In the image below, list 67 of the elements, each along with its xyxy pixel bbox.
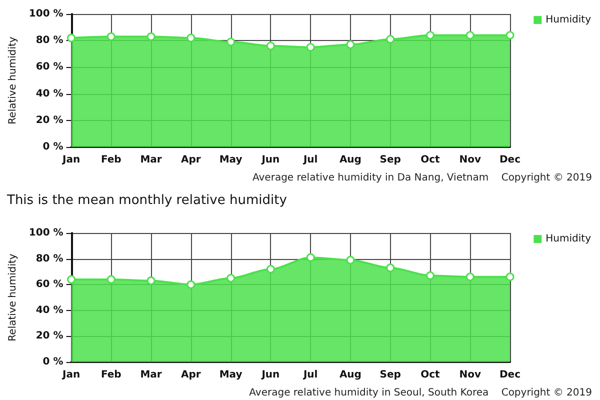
y-tick-label: 60 % (36, 279, 64, 290)
x-tick-label: Feb (100, 154, 122, 166)
x-tick-label: Sep (380, 370, 401, 380)
point (506, 31, 514, 40)
x-tick-label: Aug (339, 370, 362, 380)
x-tick-label: Nov (459, 370, 482, 380)
point (146, 32, 156, 41)
point (346, 256, 355, 264)
y-tick-label: 0 % (42, 356, 64, 368)
point (106, 275, 116, 284)
y-tick-label: 80 % (36, 253, 64, 264)
point (266, 264, 275, 274)
point (346, 40, 355, 49)
x-tick-label: Mar (140, 154, 162, 166)
y-axis-title: Relative humidity (8, 36, 18, 124)
x-tick-label: May (219, 370, 243, 380)
point (466, 272, 474, 282)
point (426, 31, 434, 40)
text: Average relative humidity in Seoul, South Korea Copyright © 2019 (249, 388, 592, 398)
x-tick-label: Oct (420, 154, 440, 166)
chart-title: This is the mean monthly relative humidity (6, 193, 288, 208)
x-tick-label: Aug (339, 154, 362, 166)
point (226, 38, 236, 46)
point (466, 31, 474, 40)
x-tick-label: Nov (459, 154, 482, 166)
point (146, 276, 156, 285)
y-tick-label: 80 % (36, 35, 64, 46)
y-tick-label: 60 % (36, 62, 64, 73)
x-tick-label: Jun (260, 370, 280, 380)
y-tick-label: 20 % (36, 114, 64, 126)
point (67, 34, 76, 42)
point (106, 32, 116, 41)
x-tick-label: Jun (260, 154, 280, 166)
x-tick-label: Dec (499, 370, 521, 380)
y-tick-label: 100 % (28, 228, 64, 238)
legend-label: Humidity (546, 14, 592, 26)
x-tick-label: Jan (61, 154, 80, 166)
x-tick-label: Oct (420, 370, 440, 380)
point (426, 271, 434, 280)
y-tick-label: 20 % (36, 330, 64, 342)
y-tick-label: 40 % (36, 88, 64, 100)
point (67, 275, 76, 284)
x-tick-label: Apr (181, 370, 201, 380)
x-tick-label: Jul (302, 154, 318, 166)
point (266, 42, 275, 50)
y-tick-label: 100 % (28, 8, 64, 20)
point (186, 280, 196, 289)
text: Average relative humidity in Da Nang, Vietnam Copyright © 2019 (252, 172, 592, 184)
y-tick-label: 0 % (42, 142, 64, 152)
x-tick-label: Apr (181, 154, 201, 166)
x-tick-label: Jul (302, 370, 318, 380)
x-tick-label: Feb (100, 370, 122, 380)
point (386, 264, 395, 272)
point (226, 274, 236, 282)
point (506, 272, 514, 282)
point (186, 34, 196, 42)
y-axis-title: Relative humidity (8, 254, 18, 342)
point (306, 253, 315, 262)
x-tick-label: May (219, 154, 243, 166)
x-tick-label: Sep (380, 154, 401, 166)
legend-label: Humidity (546, 234, 592, 244)
y-tick-label: 40 % (36, 304, 64, 316)
point (386, 35, 395, 44)
point (306, 43, 315, 52)
x-tick-label: Mar (140, 370, 162, 380)
x-tick-label: Jan (61, 370, 80, 380)
x-tick-label: Dec (499, 154, 521, 166)
